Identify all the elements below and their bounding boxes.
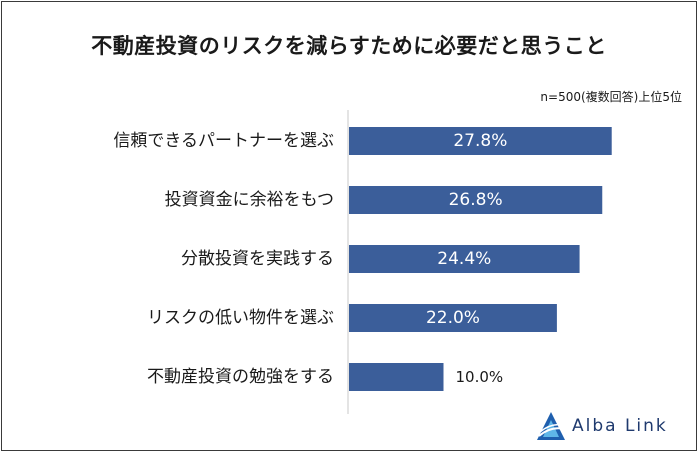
sample-note: n=500(複数回答)上位5位 bbox=[540, 90, 682, 104]
brand-logo: Alba Link bbox=[536, 408, 668, 444]
category-label: 分散投資を実践する bbox=[181, 249, 334, 269]
chart-title: 不動産投資のリスクを減らすために必要だと思うこと bbox=[91, 34, 607, 58]
value-label: 24.4% bbox=[437, 249, 491, 269]
value-label: 27.8% bbox=[453, 131, 507, 151]
alba-link-logo-icon bbox=[537, 412, 565, 440]
bar bbox=[349, 304, 557, 332]
bar bbox=[349, 186, 603, 214]
category-label: 信頼できるパートナーを選ぶ bbox=[113, 131, 334, 151]
brand-name: Alba Link bbox=[572, 416, 668, 436]
value-label: 22.0% bbox=[426, 308, 480, 328]
category-label: 投資資金に余裕をもつ bbox=[165, 190, 334, 210]
bar bbox=[349, 127, 612, 155]
bar bbox=[349, 363, 444, 391]
value-label: 10.0% bbox=[456, 368, 504, 386]
value-label: 26.8% bbox=[449, 190, 503, 210]
category-label: 不動産投資の勉強をする bbox=[147, 367, 334, 387]
bar bbox=[349, 245, 580, 273]
category-label: リスクの低い物件を選ぶ bbox=[147, 308, 334, 328]
